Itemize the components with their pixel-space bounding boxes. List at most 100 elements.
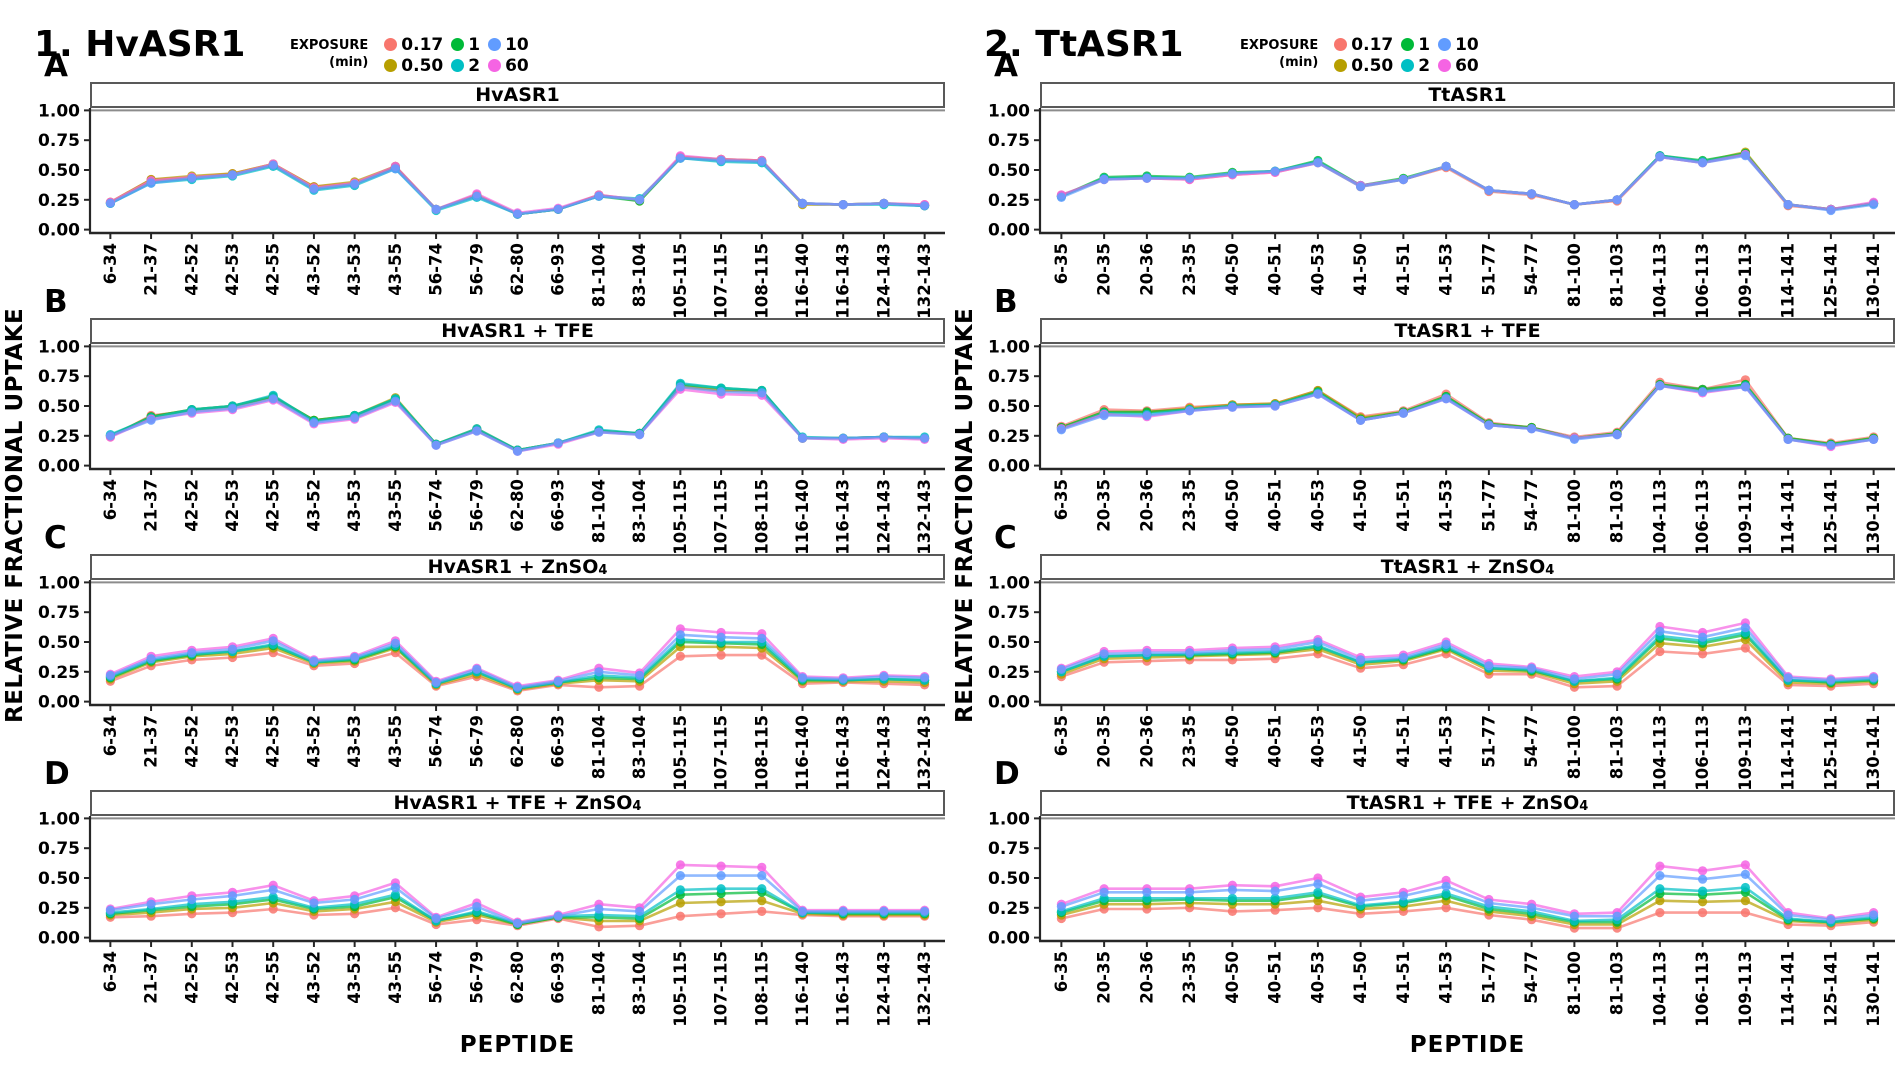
- legend-entry-1: 1: [451, 34, 480, 55]
- x-tick-label: 23-35: [1180, 715, 1199, 768]
- series-point-10: [1270, 401, 1280, 411]
- series-point-10: [227, 644, 238, 654]
- series-point-10: [1527, 903, 1537, 913]
- x-tick-label: 108-115: [752, 715, 771, 791]
- series-point-10: [350, 894, 360, 905]
- series-line-10: [1060, 154, 1874, 212]
- series-point-10: [1484, 185, 1494, 195]
- series-point-0.17: [1698, 908, 1708, 918]
- x-tick-label: 56-79: [467, 951, 486, 1004]
- x-tick-label: 116-140: [793, 951, 812, 1027]
- x-tick-label: 40-50: [1223, 715, 1242, 768]
- y-tick-label: 0.00: [988, 693, 1030, 713]
- x-tick-label: 41-53: [1437, 243, 1456, 296]
- series-point-10: [1783, 434, 1793, 444]
- series-point-60: [675, 860, 686, 870]
- series-point-10: [1698, 158, 1708, 168]
- series-point-60: [1698, 866, 1708, 876]
- series-point-10: [1099, 887, 1109, 897]
- x-tick-label: 62-80: [508, 951, 527, 1004]
- x-tick-label: 106-113: [1693, 715, 1712, 791]
- series-line-2: [1060, 631, 1874, 683]
- series-line-0.17: [1060, 646, 1874, 689]
- series-point-10: [431, 440, 441, 450]
- series-point-10: [1356, 896, 1366, 906]
- series-point-2: [1740, 882, 1750, 893]
- series-point-10: [1869, 434, 1879, 444]
- x-tick-label: 40-50: [1223, 243, 1242, 296]
- legend-entry-label: 0.50: [401, 55, 444, 76]
- series-point-0.50: [1655, 896, 1665, 906]
- x-tick-label: 41-51: [1394, 479, 1413, 532]
- series-point-10: [1398, 408, 1408, 418]
- series-point-2: [1313, 887, 1323, 897]
- series-point-10: [1185, 406, 1195, 416]
- legend-entries: 0.17 0.50 1 2 10 60: [384, 34, 529, 76]
- x-tick-label: 116-143: [834, 243, 853, 319]
- x-tick-label: 40-51: [1266, 479, 1285, 532]
- strip-title-subscript: 4: [632, 798, 642, 814]
- x-tick-label: 114-141: [1779, 243, 1798, 319]
- series-point-10: [1441, 161, 1451, 171]
- x-tick-label: 81-100: [1565, 479, 1584, 543]
- series-point-10: [1398, 652, 1408, 663]
- series-point-10: [553, 676, 563, 686]
- series-point-0.17: [1655, 908, 1665, 918]
- series-point-10: [716, 387, 726, 397]
- x-tick-label: 56-74: [427, 243, 446, 296]
- x-tick-label: 125-141: [1821, 715, 1840, 791]
- series-point-10: [553, 911, 563, 921]
- strip-title: TtASR1 + ZnSO 4: [1040, 554, 1895, 580]
- x-tick-label: 105-115: [671, 479, 690, 555]
- series-point-10: [1569, 674, 1579, 684]
- x-tick-label: 41-50: [1351, 951, 1370, 1004]
- series-point-10: [309, 418, 319, 428]
- x-tick-label: 41-50: [1351, 243, 1370, 296]
- x-tick-label: 107-115: [712, 243, 731, 319]
- legend-title-line2: (min): [329, 55, 369, 70]
- series-point-10: [1313, 879, 1323, 889]
- series-point-10: [472, 664, 482, 674]
- x-tick-label: 42-52: [182, 951, 201, 1004]
- x-tick-label: 105-115: [671, 951, 690, 1027]
- x-tick-label: 108-115: [752, 951, 771, 1027]
- series-point-10: [1142, 648, 1152, 658]
- series-point-10: [1099, 649, 1109, 659]
- x-tick-label: 116-140: [793, 479, 812, 555]
- x-tick-label: 132-143: [915, 951, 934, 1027]
- x-tick-label: 104-113: [1650, 479, 1669, 555]
- x-tick-label: 43-53: [345, 243, 364, 296]
- x-tick-label: 81-104: [589, 243, 608, 307]
- x-tick-label: 81-103: [1608, 715, 1627, 779]
- x-tick-label: 41-51: [1394, 715, 1413, 768]
- x-tick-label: 6-34: [101, 243, 120, 284]
- series-point-10: [1056, 425, 1066, 435]
- series-point-10: [1056, 664, 1066, 674]
- x-tick-label: 81-103: [1608, 479, 1627, 543]
- panel-plot-c: 1.00 0.75 0.50 0.25 0.00 6-35 20-35 20-36 23-35 4…: [988, 573, 1895, 791]
- series-point-10: [512, 682, 523, 692]
- strip-title-text: TtASR1 + ZnSO: [1380, 555, 1546, 578]
- x-tick-label: 40-53: [1308, 951, 1327, 1004]
- series-point-60: [1655, 861, 1665, 871]
- x-tick-label: 40-53: [1308, 479, 1327, 532]
- y-tick-label: 0.25: [988, 663, 1030, 683]
- x-tick-label: 104-113: [1650, 951, 1669, 1027]
- legend-entry-10: 10: [488, 34, 529, 55]
- series-point-10: [1356, 655, 1366, 665]
- series-point-10: [1441, 394, 1451, 404]
- x-tick-label: 42-53: [223, 715, 242, 768]
- legend-entry-label: 0.17: [1351, 34, 1394, 55]
- x-tick-label: 109-113: [1736, 951, 1755, 1027]
- panel-plot-d: 1.00 0.75 0.50 0.25 0.00 6-34 21-37 42-52 42-53 4…: [38, 809, 945, 1027]
- series-point-10: [105, 431, 115, 441]
- series-point-10: [472, 191, 482, 201]
- series-point-10: [1527, 663, 1537, 673]
- x-tick-label: 42-52: [182, 243, 201, 296]
- x-tick-label: 6-35: [1052, 951, 1071, 992]
- x-tick-label: 41-53: [1437, 715, 1456, 768]
- panel-plot-a: 1.00 0.75 0.50 0.25 0.00 6-35 20-35 20-36 23-35 4…: [988, 101, 1895, 319]
- x-tick-label: 66-93: [549, 951, 568, 1004]
- x-tick-label: 132-143: [915, 715, 934, 791]
- series-point-10: [1441, 639, 1451, 649]
